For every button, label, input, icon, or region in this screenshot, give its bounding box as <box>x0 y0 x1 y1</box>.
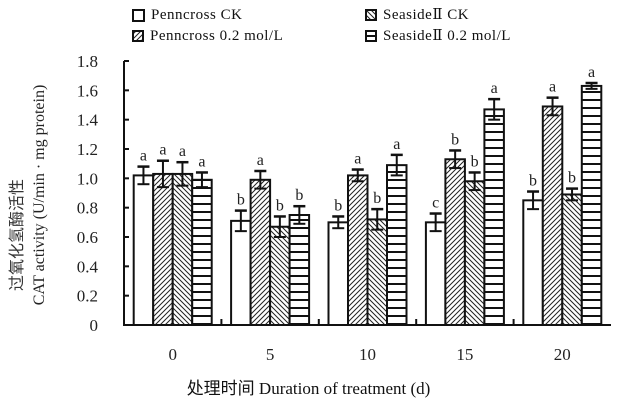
y-tick-label: 1.6 <box>77 81 98 100</box>
significance-letter: b <box>529 173 537 190</box>
significance-letter: a <box>140 148 147 165</box>
significance-letter: b <box>451 131 459 148</box>
x-tick-label: 0 <box>168 345 177 364</box>
significance-letter: a <box>491 80 498 97</box>
bar <box>171 172 194 326</box>
y-tick-label: 0.4 <box>77 257 99 276</box>
legend-swatch-back-diagonal <box>365 9 377 21</box>
bar <box>327 221 349 326</box>
bar <box>249 178 272 326</box>
bar <box>444 158 466 326</box>
significance-letter: b <box>295 187 303 204</box>
bar <box>580 84 603 326</box>
y-tick-label: 1.0 <box>77 169 98 188</box>
legend-item-seaside-ck: SeasideⅡ CK <box>365 6 469 24</box>
significance-letter: a <box>549 79 556 96</box>
y-tick-label: 0.8 <box>77 199 98 218</box>
bar <box>483 108 505 327</box>
x-tick-label: 10 <box>359 345 376 364</box>
legend-label: Penncross 0.2 mol/L <box>150 28 284 44</box>
axes: 0 0.2 0.4 0.6 0.8 1.0 1.2 1.4 1.6 1.8 0 5 10 15 20 <box>77 52 611 364</box>
bar <box>424 221 447 326</box>
y-axis-title-en: CAT activity (U/min · mg protein) <box>31 85 48 306</box>
bar <box>366 218 388 326</box>
significance-letter: c <box>432 195 439 212</box>
y-tick-label: 0 <box>90 316 99 335</box>
bar <box>230 219 252 326</box>
significance-letter: b <box>276 197 284 214</box>
legend-label: SeasideⅡ CK <box>383 7 470 23</box>
bar <box>132 174 155 326</box>
bar <box>269 225 291 327</box>
bar <box>522 199 544 326</box>
significance-letter: b <box>334 197 342 214</box>
bar <box>561 193 583 326</box>
bar <box>191 178 213 326</box>
x-tick-label: 20 <box>554 345 571 364</box>
legend-swatch-empty <box>132 8 145 22</box>
legend-swatch-diagonal <box>132 30 144 42</box>
y-tick-label: 1.8 <box>77 52 98 71</box>
x-tick-label: 5 <box>266 345 275 364</box>
bar <box>386 164 408 326</box>
bar <box>541 105 564 327</box>
significance-letter: b <box>373 190 381 207</box>
significance-letter: b <box>237 192 245 209</box>
significance-letter: a <box>257 152 264 169</box>
legend-label: Penncross CK <box>151 7 243 23</box>
significance-letter: b <box>471 153 479 170</box>
bar <box>463 180 486 326</box>
y-axis-title-cn: 过氧化氢酶活性 <box>7 179 26 291</box>
x-axis-title: 处理时间 Duration of treatment (d) <box>186 379 431 398</box>
legend-item-seaside-02: SeasideⅡ 0.2 mol/L <box>365 27 511 45</box>
error-bars <box>137 81 598 238</box>
significance-letter: b <box>568 170 576 187</box>
significance-letter: a <box>354 151 361 168</box>
x-tick-label: 15 <box>456 345 473 364</box>
legend-item-penncross-02: Penncross 0.2 mol/L <box>132 27 283 45</box>
significance-letter: a <box>588 64 595 81</box>
significance-letter: a <box>393 136 400 153</box>
significance-letter: a <box>159 142 166 159</box>
legend-swatch-horizontal <box>365 30 377 42</box>
y-tick-label: 1.2 <box>77 140 98 159</box>
legend-label: SeasideⅡ 0.2 mol/L <box>383 28 511 44</box>
bar <box>347 174 369 326</box>
y-tick-label: 0.2 <box>77 287 98 306</box>
legend-item-penncross-ck: Penncross CK <box>132 6 242 24</box>
y-tick-label: 0.6 <box>77 228 98 247</box>
y-axis-title: 过氧化氢酶活性 CAT activity (U/min · mg protein… <box>2 60 52 330</box>
y-tick-label: 1.4 <box>77 111 99 130</box>
bar <box>288 214 311 326</box>
significance-letter: a <box>179 143 186 160</box>
bars <box>132 84 603 327</box>
significance-letter: a <box>198 153 205 170</box>
bar <box>152 172 174 326</box>
